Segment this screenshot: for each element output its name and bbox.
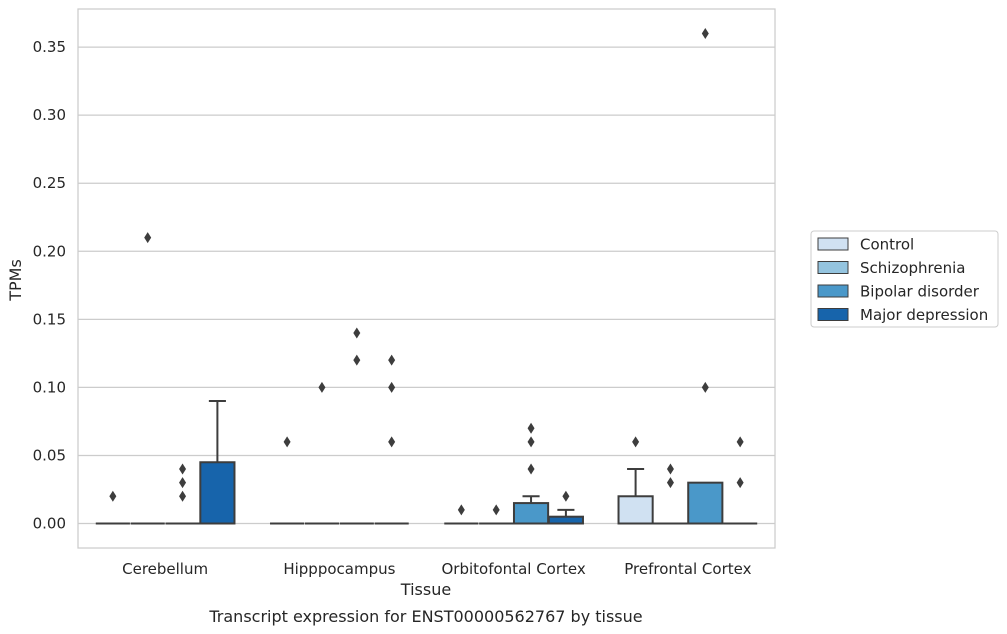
- outlier-point: [527, 463, 535, 475]
- outlier-point: [179, 490, 187, 502]
- box-control: [617, 436, 654, 525]
- legend-swatch: [817, 237, 849, 251]
- legend-label: Schizophrenia: [860, 259, 965, 277]
- x-tick-label: Prefrontal Cortex: [624, 560, 751, 578]
- box-bipolar-disorder: [339, 327, 374, 525]
- y-tick-label: 0.35: [33, 38, 66, 56]
- outlier-point: [388, 381, 396, 393]
- box-bipolar-disorder: [165, 463, 200, 525]
- box-schizophrenia: [479, 504, 514, 525]
- box-major-depression: [723, 436, 758, 525]
- legend-label: Major depression: [860, 306, 988, 324]
- box-iqr: [547, 515, 584, 525]
- outlier-point: [353, 327, 361, 339]
- y-tick-label: 0.15: [33, 310, 66, 328]
- box-major-depression: [374, 354, 409, 525]
- outlier-point: [457, 504, 465, 516]
- outlier-point: [353, 354, 361, 366]
- outlier-point: [562, 490, 570, 502]
- legend-label: Control: [860, 236, 914, 254]
- box-major-depression: [547, 490, 584, 525]
- y-tick-label: 0.30: [33, 106, 66, 124]
- x-tick-label: Orbitofontal Cortex: [442, 560, 586, 578]
- x-tick-label: Cerebellum: [122, 560, 208, 578]
- outlier-point: [179, 477, 187, 489]
- x-ticks-layer: Cerebellum Hipppocampus Orbitofontal Corte…: [122, 560, 751, 578]
- legend-swatch: [817, 284, 849, 298]
- box-control: [270, 436, 305, 525]
- grid-layer: [78, 46, 775, 525]
- box-control: [444, 504, 479, 525]
- box-major-depression: [199, 400, 236, 525]
- y-tick-label: 0.00: [33, 515, 66, 533]
- legend-frame: [810, 230, 999, 328]
- outlier-point: [701, 28, 709, 39]
- x-axis-title: Tissue: [400, 580, 451, 599]
- outlier-point: [388, 436, 396, 448]
- outlier-point: [701, 381, 709, 393]
- legend-swatch: [817, 308, 849, 321]
- outlier-point: [109, 490, 117, 502]
- y-tick-label: 0.10: [33, 378, 66, 396]
- x-tick-label: Hipppocampus: [283, 560, 395, 578]
- legend-swatch: [817, 261, 849, 274]
- outlier-point: [666, 477, 674, 489]
- box-schizophrenia: [653, 463, 688, 525]
- outlier-point: [283, 436, 291, 448]
- outlier-point: [388, 354, 396, 366]
- y-axis-title: TPMs: [6, 259, 25, 302]
- box-control: [95, 490, 130, 525]
- y-tick-label: 0.20: [33, 242, 66, 260]
- box-iqr: [512, 502, 550, 525]
- plot-frame: [77, 8, 776, 549]
- chart-caption: Transcript expression for ENST0000056276…: [208, 607, 642, 626]
- box-iqr: [687, 481, 724, 525]
- box-schizophrenia: [130, 232, 165, 525]
- legend: Control Schizophrenia Bipolar disorder Majo…: [810, 230, 999, 328]
- outlier-point: [492, 504, 500, 516]
- boxes-layer: [95, 28, 758, 525]
- outlier-point: [179, 463, 187, 475]
- legend-label: Bipolar disorder: [860, 283, 980, 301]
- outlier-point: [527, 436, 535, 448]
- box-bipolar-disorder: [512, 422, 550, 525]
- outlier-point: [736, 477, 744, 489]
- outlier-point: [527, 422, 535, 434]
- y-tick-label: 0.25: [33, 174, 66, 192]
- box-bipolar-disorder: [687, 28, 724, 525]
- box-iqr: [199, 461, 236, 525]
- outlier-point: [318, 381, 326, 393]
- outlier-point: [736, 436, 744, 448]
- outlier-point: [144, 232, 152, 244]
- outlier-point: [632, 436, 640, 448]
- y-ticks-layer: 0.00 0.05 0.10 0.15 0.20 0.25 0.30 0.35: [33, 38, 66, 532]
- box-iqr: [617, 495, 654, 525]
- outlier-point: [666, 463, 674, 475]
- y-tick-label: 0.05: [33, 446, 66, 464]
- box-schizophrenia: [304, 381, 340, 525]
